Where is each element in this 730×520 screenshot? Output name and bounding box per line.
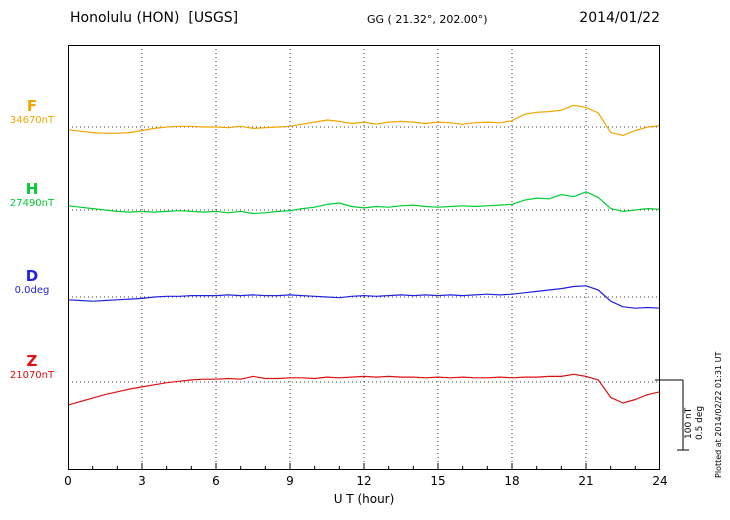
channel-baseline-D: 0.0deg (14, 285, 50, 297)
channel-label-H: H 27490nT (0, 180, 64, 210)
x-tick-label: 15 (430, 474, 446, 488)
x-axis-ticks: 0 3 6 9 12 15 18 21 24 (0, 474, 730, 490)
trace-H (68, 191, 660, 215)
station-title: Honolulu (HON) [USGS] (70, 10, 239, 26)
x-tick-label: 24 (652, 474, 668, 488)
x-tick-label: 0 (64, 474, 72, 488)
channel-baseline-F: 34670nT (9, 115, 55, 127)
geographic-coords: GG ( 21.32°, 202.00°) (367, 13, 488, 26)
x-tick-label: 6 (212, 474, 220, 488)
trace-D (68, 285, 660, 309)
channel-letter-D: D (25, 267, 39, 285)
x-tick-label: 12 (356, 474, 372, 488)
scale-label-deg: 0.5 deg (695, 405, 705, 441)
scale-bar (655, 379, 689, 451)
trace-Z (68, 373, 660, 406)
plotted-at-note: Plotted at 2014/02/22 01:31 UT (714, 351, 723, 479)
x-tick-label: 18 (504, 474, 520, 488)
x-tick-label: 9 (286, 474, 294, 488)
plot-area (68, 45, 660, 470)
trace-F (68, 104, 660, 137)
channel-letter-Z: Z (26, 352, 38, 370)
channel-label-F: F 34670nT (0, 97, 64, 127)
channel-label-Z: Z 21070nT (0, 352, 64, 382)
channel-label-D: D 0.0deg (0, 267, 64, 297)
x-tick-label: 21 (578, 474, 594, 488)
channel-letter-H: H (25, 180, 39, 198)
scale-label-nt: 100 nT (684, 407, 694, 439)
x-tick-label: 3 (138, 474, 146, 488)
channel-baseline-Z: 21070nT (9, 370, 55, 382)
channel-baseline-H: 27490nT (9, 198, 55, 210)
channel-letter-F: F (26, 97, 38, 115)
plot-frame (68, 45, 660, 470)
plot-date: 2014/01/22 (579, 10, 660, 26)
x-axis-label: U T (hour) (333, 492, 395, 506)
